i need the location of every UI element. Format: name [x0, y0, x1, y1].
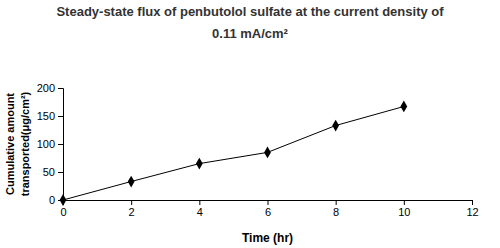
title: Steady-state flux of penbutolol sulfate …	[56, 4, 444, 41]
tick: 8	[333, 200, 339, 218]
tick-label: 0	[49, 194, 55, 206]
axis-line	[64, 201, 473, 206]
tick-mark	[58, 116, 63, 117]
line	[63, 106, 404, 200]
y-axis-label: Cumulative amounttransported(μg/cm²)	[4, 91, 31, 196]
tick-label: 50	[43, 166, 55, 178]
tick-mark	[58, 144, 63, 145]
tick-label: 6	[265, 206, 271, 218]
marker	[264, 147, 271, 159]
tick-mark	[404, 200, 405, 205]
tick-mark	[336, 200, 337, 205]
marker	[196, 158, 203, 170]
y-axis: 0 50 100 150 200	[37, 82, 64, 206]
chart: Steady-state flux of penbutolol sulfate …	[0, 0, 500, 248]
tick-label: 0	[60, 206, 66, 218]
marker	[400, 101, 407, 113]
tick: 200	[37, 82, 63, 94]
tick-label: 12	[466, 206, 478, 218]
tick-mark	[199, 200, 200, 205]
y-axis-label-line: Cumulative amount	[4, 93, 16, 195]
tick: 4	[197, 200, 203, 218]
tick-label: 2	[129, 206, 135, 218]
tick-label: 4	[197, 206, 203, 218]
plot	[60, 101, 408, 206]
tick: 2	[129, 200, 135, 218]
tick-mark	[58, 172, 63, 173]
title-line: 0.11 mA/cm²	[212, 26, 289, 41]
tick: 150	[37, 110, 63, 122]
tick-label: 200	[37, 82, 55, 94]
tick: 100	[37, 138, 63, 150]
tick-mark	[58, 88, 63, 89]
tick-label: 150	[37, 110, 55, 122]
tick-mark	[472, 200, 473, 205]
tick-label: 10	[398, 206, 410, 218]
x-axis: 0 2 4 6 8 10 12	[60, 200, 478, 218]
tick: 10	[398, 200, 410, 218]
tick: 50	[43, 166, 63, 178]
tick-label: 100	[37, 138, 55, 150]
tick-label: 8	[333, 206, 339, 218]
x-axis-label: Time (hr)	[242, 231, 293, 245]
axis-line	[58, 89, 64, 201]
tick: 12	[466, 200, 478, 218]
tick: 6	[265, 200, 271, 218]
marker	[60, 194, 67, 206]
y-axis-label-line: transported(μg/cm²)	[19, 91, 31, 196]
title-line: Steady-state flux of penbutolol sulfate …	[56, 4, 444, 19]
tick-mark	[268, 200, 269, 205]
marker	[332, 120, 339, 132]
tick-mark	[131, 200, 132, 205]
marker	[128, 176, 135, 188]
